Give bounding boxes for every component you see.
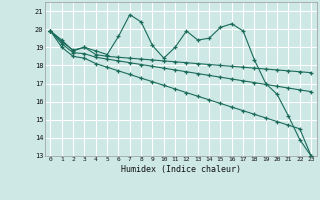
X-axis label: Humidex (Indice chaleur): Humidex (Indice chaleur) — [121, 165, 241, 174]
